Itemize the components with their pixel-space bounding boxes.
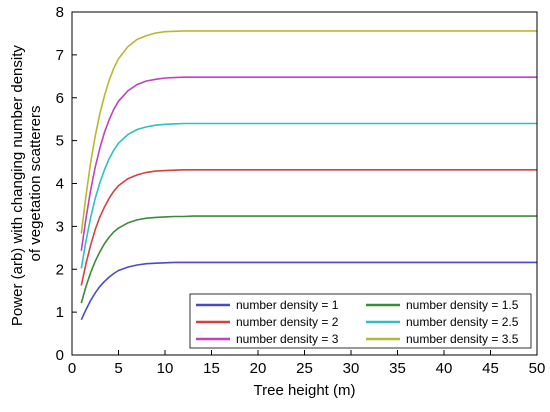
y-tick-label: 3 [56,218,64,235]
series-line-3 [80,169,537,286]
legend-item-1: number density = 1 [196,298,339,312]
series-line-2 [80,215,537,304]
series-line-5 [80,76,537,251]
y-tick-label: 1 [56,304,64,321]
series-line-1 [80,261,537,321]
x-axis-title: Tree height (m) [254,382,356,399]
y-tick-label: 2 [56,261,64,278]
legend-item-2: number density = 1.5 [366,298,519,312]
legend-label: number density = 1.5 [406,298,519,312]
legend-label: number density = 2.5 [406,315,519,329]
x-tick-label: 25 [296,360,313,377]
legend-label: number density = 1 [236,298,339,312]
x-tick-label: 20 [250,360,267,377]
y-tick-label: 5 [56,133,64,150]
x-tick-label: 30 [343,360,360,377]
axes [71,11,538,356]
legend-item-4: number density = 2.5 [366,315,519,329]
legend-label: number density = 2 [236,315,339,329]
y-tick-label: 0 [56,347,64,364]
x-tick-label: 5 [114,360,122,377]
y-axis-title-line-2: of vegetation scatterers [27,106,44,262]
y-axis-title-line-1: Power (arb) with changing number density [9,45,26,326]
series-lines [80,30,537,321]
x-tick-label: 50 [529,360,546,377]
legend-item-6: number density = 3.5 [366,332,519,346]
y-tick-label: 6 [56,90,64,107]
legend: number density = 1 number density = 1.5 nu… [189,293,532,349]
x-tick-label: 40 [436,360,453,377]
y-tick-label: 8 [56,4,64,21]
legend-label: number density = 3 [236,332,339,346]
legend-item-3: number density = 2 [196,315,339,329]
series-line-6 [80,30,537,234]
y-axis-title: Power (arb) with changing number density… [9,41,44,326]
x-tick-label: 45 [482,360,499,377]
x-tick-label: 0 [68,360,76,377]
legend-item-5: number density = 3 [196,332,339,346]
x-tick-label: 15 [203,360,220,377]
x-tick-label: 10 [157,360,174,377]
legend-label: number density = 3.5 [406,332,519,346]
legend-box [189,293,532,349]
y-tick-label: 7 [56,47,64,64]
y-tick-label: 4 [56,176,64,193]
series-line-4 [80,122,537,269]
x-tick-label: 35 [389,360,406,377]
